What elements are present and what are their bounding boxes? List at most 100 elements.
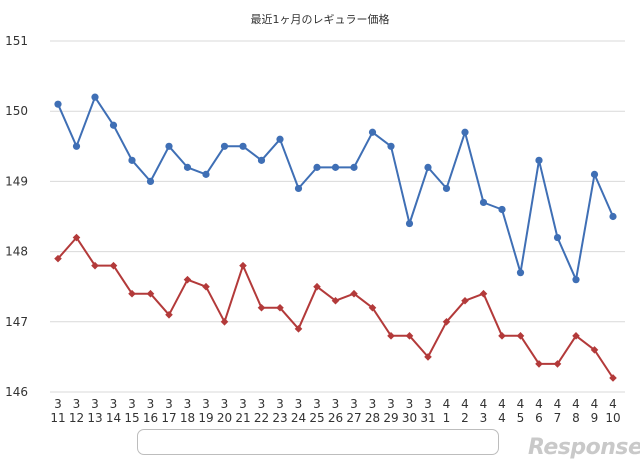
y-tick-label: 151 (5, 34, 28, 48)
data-point (109, 121, 118, 129)
data-point (54, 254, 62, 263)
x-tick-month: 4 (572, 397, 580, 411)
data-point (202, 170, 210, 178)
data-point (128, 289, 136, 298)
x-tick-day: 16 (143, 411, 158, 425)
x-tick-month: 4 (591, 397, 599, 411)
data-point (128, 156, 136, 164)
x-tick-day: 10 (605, 411, 620, 425)
data-point (276, 135, 284, 143)
data-point (535, 360, 543, 368)
x-tick-day: 17 (161, 411, 176, 425)
data-point (294, 184, 303, 193)
data-point (109, 261, 118, 270)
data-point (516, 332, 525, 340)
data-point (313, 163, 321, 171)
x-tick-day: 28 (365, 411, 380, 425)
y-axis-ticks: 146 147 148 149 150 151 (5, 34, 28, 399)
data-point (461, 128, 469, 136)
x-tick-month: 4 (461, 397, 469, 411)
x-tick-day: 15 (124, 411, 139, 425)
series-2 (54, 233, 617, 382)
data-point (479, 289, 488, 298)
data-point (368, 128, 377, 136)
x-tick-day: 5 (517, 411, 525, 425)
data-point (387, 142, 395, 150)
y-tick-label: 149 (5, 174, 28, 188)
x-tick-month: 4 (498, 397, 506, 411)
x-tick-month: 3 (91, 397, 99, 411)
data-point (257, 303, 266, 312)
series-1 (54, 93, 617, 284)
x-axis-ticks: 3113123133143153163173183193203213223233… (50, 397, 620, 425)
x-tick-month: 3 (387, 397, 395, 411)
x-tick-month: 3 (369, 397, 377, 411)
x-tick-day: 8 (572, 411, 580, 425)
x-tick-month: 3 (295, 397, 303, 411)
data-point (572, 276, 580, 284)
x-tick-day: 20 (217, 411, 232, 425)
data-point (183, 275, 192, 284)
x-tick-day: 27 (346, 411, 361, 425)
x-tick-month: 3 (313, 397, 321, 411)
series-layer (54, 93, 617, 382)
x-tick-month: 3 (239, 397, 247, 411)
x-tick-day: 21 (235, 411, 250, 425)
x-tick-day: 26 (328, 411, 343, 425)
x-tick-month: 4 (609, 397, 617, 411)
data-point (572, 332, 580, 340)
data-point (590, 346, 599, 354)
data-point (220, 318, 229, 326)
y-tick-label: 150 (5, 104, 28, 118)
data-point (609, 212, 617, 221)
x-tick-month: 4 (517, 397, 525, 411)
x-tick-day: 30 (402, 411, 417, 425)
x-tick-month: 4 (480, 397, 488, 411)
data-point (331, 163, 340, 171)
data-point (183, 163, 192, 171)
data-point (294, 325, 303, 333)
y-tick-label: 148 (5, 245, 28, 259)
x-tick-day: 24 (291, 411, 306, 425)
series-line (57, 236, 614, 379)
x-tick-month: 3 (258, 397, 266, 411)
data-point (405, 219, 414, 228)
x-tick-day: 18 (180, 411, 195, 425)
x-tick-month: 3 (406, 397, 414, 411)
data-point (350, 289, 358, 298)
y-tick-label: 147 (5, 315, 28, 329)
data-point (202, 282, 210, 291)
x-tick-month: 3 (110, 397, 118, 411)
x-tick-month: 3 (54, 397, 62, 411)
x-tick-month: 3 (73, 397, 81, 411)
data-point (146, 289, 155, 298)
x-tick-day: 31 (420, 411, 435, 425)
gridlines (50, 40, 625, 393)
data-point (146, 177, 155, 185)
data-point (331, 296, 340, 305)
data-point (405, 332, 414, 340)
x-tick-month: 4 (443, 397, 451, 411)
data-point (609, 374, 617, 382)
data-point (165, 310, 173, 319)
x-tick-month: 3 (202, 397, 210, 411)
data-point (461, 296, 469, 305)
data-point (553, 360, 562, 368)
data-point (239, 261, 247, 270)
data-point (498, 332, 506, 340)
x-tick-day: 22 (254, 411, 269, 425)
x-tick-day: 19 (198, 411, 213, 425)
data-point (535, 156, 543, 164)
x-tick-month: 3 (128, 397, 136, 411)
x-tick-day: 11 (50, 411, 65, 425)
x-tick-month: 3 (147, 397, 155, 411)
x-tick-day: 3 (480, 411, 488, 425)
data-point (72, 142, 81, 150)
data-point (498, 205, 506, 214)
x-tick-month: 3 (350, 397, 358, 411)
x-tick-day: 12 (69, 411, 84, 425)
data-point (442, 184, 451, 193)
data-point (590, 170, 599, 178)
